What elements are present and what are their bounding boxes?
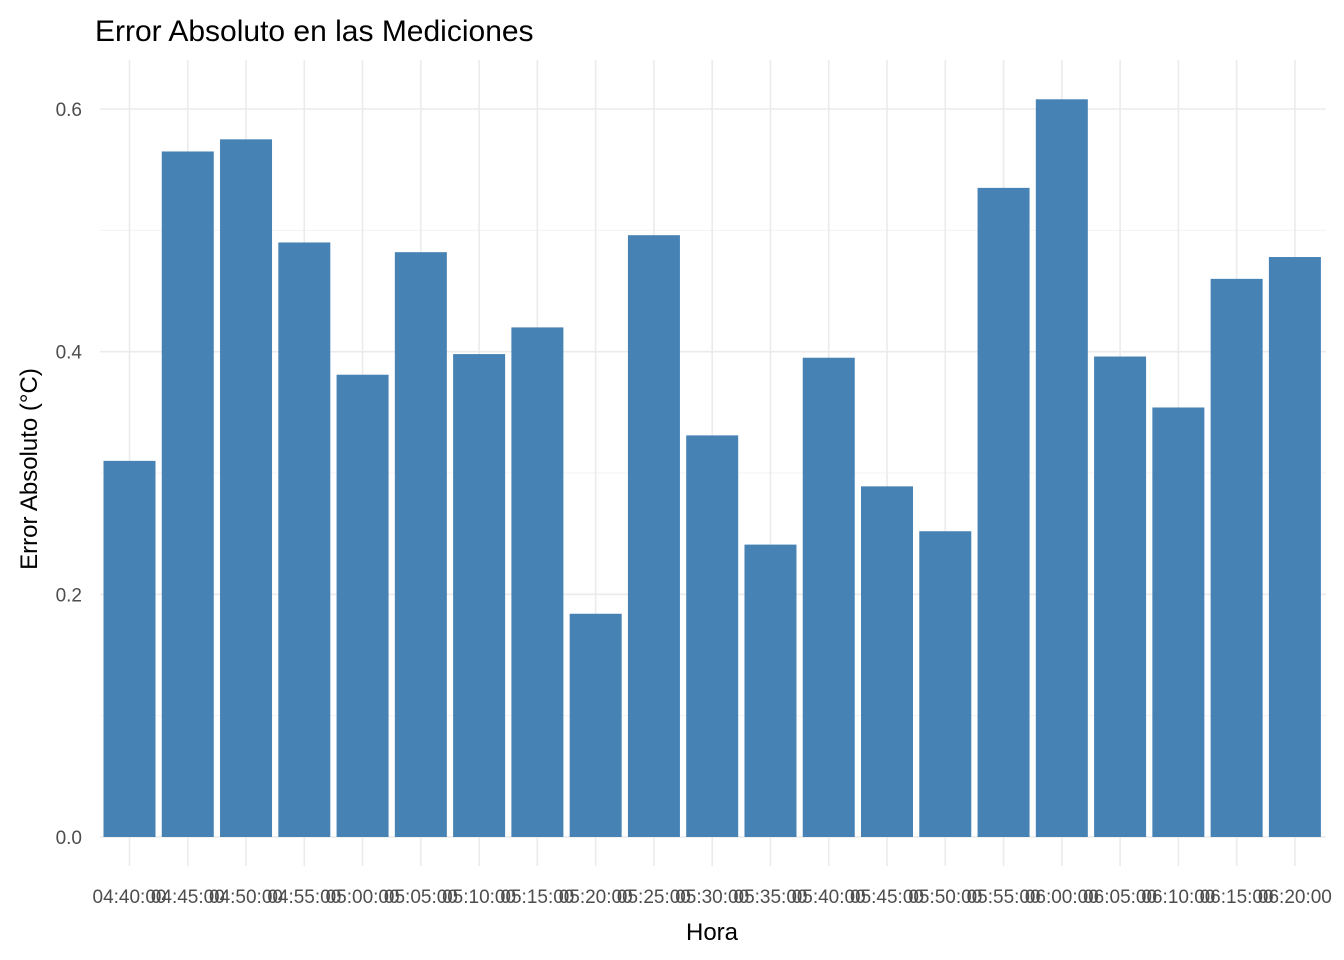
bar: [686, 435, 739, 837]
bar: [161, 151, 214, 838]
bar: [278, 242, 331, 838]
y-tick-label: 0.2: [56, 585, 82, 606]
x-tick-label: 05:35:00: [734, 887, 808, 908]
bar: [511, 327, 564, 837]
bar: [1210, 278, 1263, 837]
bar: [336, 374, 389, 837]
x-tick-label: 05:10:00: [442, 887, 516, 908]
x-tick-label: 05:55:00: [967, 887, 1041, 908]
x-tick-label: 05:25:00: [617, 887, 691, 908]
y-tick-label: 0.6: [56, 100, 82, 121]
x-tick-label: 05:15:00: [500, 887, 574, 908]
x-tick-label: 05:00:00: [326, 887, 400, 908]
x-tick-label: 05:50:00: [908, 887, 982, 908]
bar: [861, 486, 914, 837]
y-axis-title: Error Absoluto (°C): [16, 368, 43, 570]
x-tick-label: 04:55:00: [267, 887, 341, 908]
bar: [802, 357, 855, 837]
bar: [1152, 407, 1205, 837]
x-axis-ticks: 04:40:0004:45:0004:50:0004:55:0005:00:00…: [93, 887, 1332, 908]
bars: [103, 99, 1321, 838]
bar: [919, 531, 972, 837]
x-tick-label: 05:30:00: [675, 887, 749, 908]
bar: [627, 235, 680, 837]
x-tick-label: 05:40:00: [792, 887, 866, 908]
bar: [1035, 99, 1088, 838]
bar: [569, 613, 622, 837]
x-tick-label: 06:15:00: [1200, 887, 1274, 908]
y-tick-label: 0.0: [56, 828, 82, 849]
bar: [1268, 257, 1321, 837]
x-tick-label: 06:00:00: [1025, 887, 1099, 908]
bar: [394, 252, 447, 838]
bar: [977, 187, 1030, 837]
x-tick-label: 04:50:00: [209, 887, 283, 908]
x-tick-label: 05:20:00: [559, 887, 633, 908]
x-tick-label: 05:05:00: [384, 887, 458, 908]
bar: [103, 460, 156, 837]
y-tick-label: 0.4: [56, 343, 83, 364]
x-tick-label: 06:05:00: [1083, 887, 1157, 908]
bar: [220, 139, 273, 837]
bar: [744, 544, 797, 837]
bar: [453, 354, 506, 837]
bar: [1094, 356, 1147, 837]
y-axis-ticks: 0.0 0.2 0.4 0.6: [56, 100, 83, 849]
x-tick-label: 06:20:00: [1258, 887, 1332, 908]
x-axis-title: Hora: [686, 919, 739, 946]
x-tick-label: 04:40:00: [93, 887, 167, 908]
x-tick-label: 06:10:00: [1141, 887, 1215, 908]
x-tick-label: 05:45:00: [850, 887, 924, 908]
x-tick-label: 04:45:00: [151, 887, 225, 908]
chart-title: Error Absoluto en las Mediciones: [95, 15, 534, 48]
